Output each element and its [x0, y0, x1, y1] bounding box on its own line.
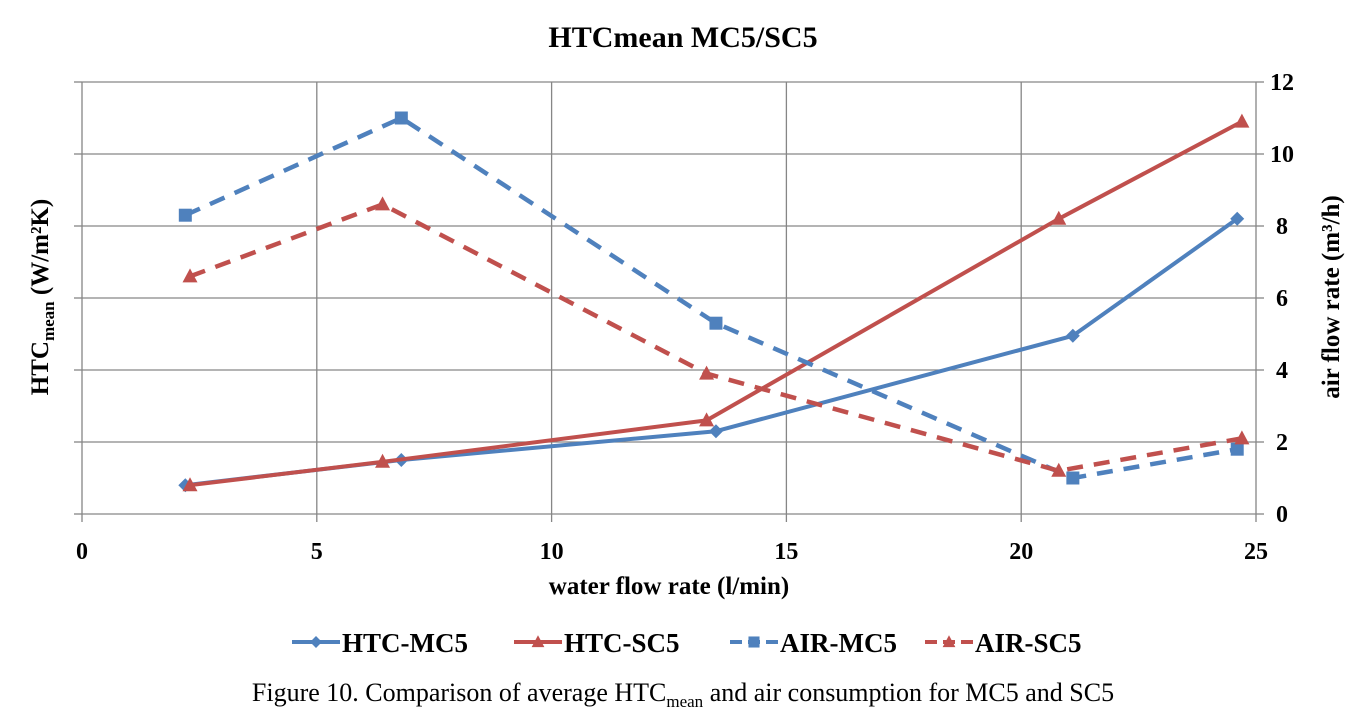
y-left-axis-label: HTCmean (W/m²K) [27, 199, 58, 395]
triangle-marker [1051, 210, 1067, 225]
triangle-marker [699, 412, 715, 427]
series-htc-sc5 [182, 113, 1250, 492]
triangle-marker [531, 635, 545, 648]
legend-label: AIR-MC5 [780, 628, 897, 658]
triangle-marker [182, 477, 198, 492]
square-marker [709, 316, 723, 330]
series-layer [178, 111, 1250, 493]
series-htc-mc5 [178, 211, 1245, 493]
legend-item-htc-mc5: HTC-MC5 [292, 628, 468, 658]
triangle-marker [1234, 430, 1250, 445]
y-right-tick-label: 8 [1276, 214, 1288, 240]
legend-item-air-mc5: AIR-MC5 [730, 628, 897, 658]
axes [74, 81, 1264, 522]
legend-label: HTC-MC5 [342, 628, 468, 658]
square-marker [1230, 442, 1244, 456]
series-air-mc5 [178, 111, 1244, 485]
x-tick-label: 0 [76, 539, 88, 565]
y-right-tick-label: 0 [1276, 502, 1288, 528]
y-right-tick-labels: 0 2 4 6 8 10 12 [1270, 70, 1294, 528]
diamond-marker [1065, 328, 1080, 343]
triangle-marker [1051, 462, 1067, 477]
square-marker [394, 111, 408, 125]
y-right-tick-label: 6 [1276, 286, 1288, 312]
legend-item-air-sc5: AIR-SC5 [925, 628, 1082, 658]
square-marker [178, 208, 192, 222]
grid [81, 81, 1257, 515]
legend-label: AIR-SC5 [975, 628, 1082, 658]
legend-label: HTC-SC5 [564, 628, 680, 658]
y-right-axis-label: air flow rate (m³/h) [1318, 195, 1345, 399]
x-tick-labels: 0 5 10 15 20 25 [76, 539, 1268, 565]
y-right-tick-label: 2 [1276, 430, 1288, 456]
y-left-main: HTC [27, 341, 54, 395]
series-air-sc5 [182, 196, 1250, 477]
triangle-marker [375, 453, 391, 468]
y-right-tick-label: 12 [1270, 70, 1294, 96]
chart-title: HTCmean MC5/SC5 [548, 21, 817, 54]
y-right-tick-label: 10 [1270, 142, 1294, 168]
y-right-tick-label: 4 [1276, 358, 1288, 384]
square-marker [1066, 471, 1080, 485]
x-tick-label: 20 [1009, 539, 1033, 565]
triangle-marker [699, 365, 715, 380]
diamond-marker [1230, 211, 1245, 226]
diamond-marker [708, 424, 723, 439]
caption-suffix: and air consumption for MC5 and SC5 [703, 678, 1114, 707]
x-tick-label: 25 [1244, 539, 1268, 565]
triangle-marker [375, 196, 391, 211]
x-tick-label: 5 [311, 539, 323, 565]
x-tick-label: 10 [540, 539, 564, 565]
legend-item-htc-sc5: HTC-SC5 [514, 628, 680, 658]
x-axis-label: water flow rate (l/min) [549, 573, 789, 600]
caption-prefix: Figure 10. Comparison of average HTC [252, 678, 666, 707]
diamond-marker [310, 636, 322, 648]
figure-caption: Figure 10. Comparison of average HTCmean… [252, 678, 1114, 711]
y-left-units: (W/m²K) [27, 199, 54, 302]
legend: HTC-MC5 HTC-SC5 AIR-MC5 AIR-SC5 [292, 628, 1082, 658]
square-marker [748, 636, 760, 648]
y-left-sub: mean [39, 301, 58, 341]
x-tick-label: 15 [774, 539, 798, 565]
triangle-marker [942, 635, 956, 648]
series-line [185, 217, 1239, 488]
triangle-marker [182, 268, 198, 283]
caption-sub: mean [666, 692, 703, 711]
series-line [184, 115, 1238, 481]
triangle-marker [1234, 113, 1250, 128]
